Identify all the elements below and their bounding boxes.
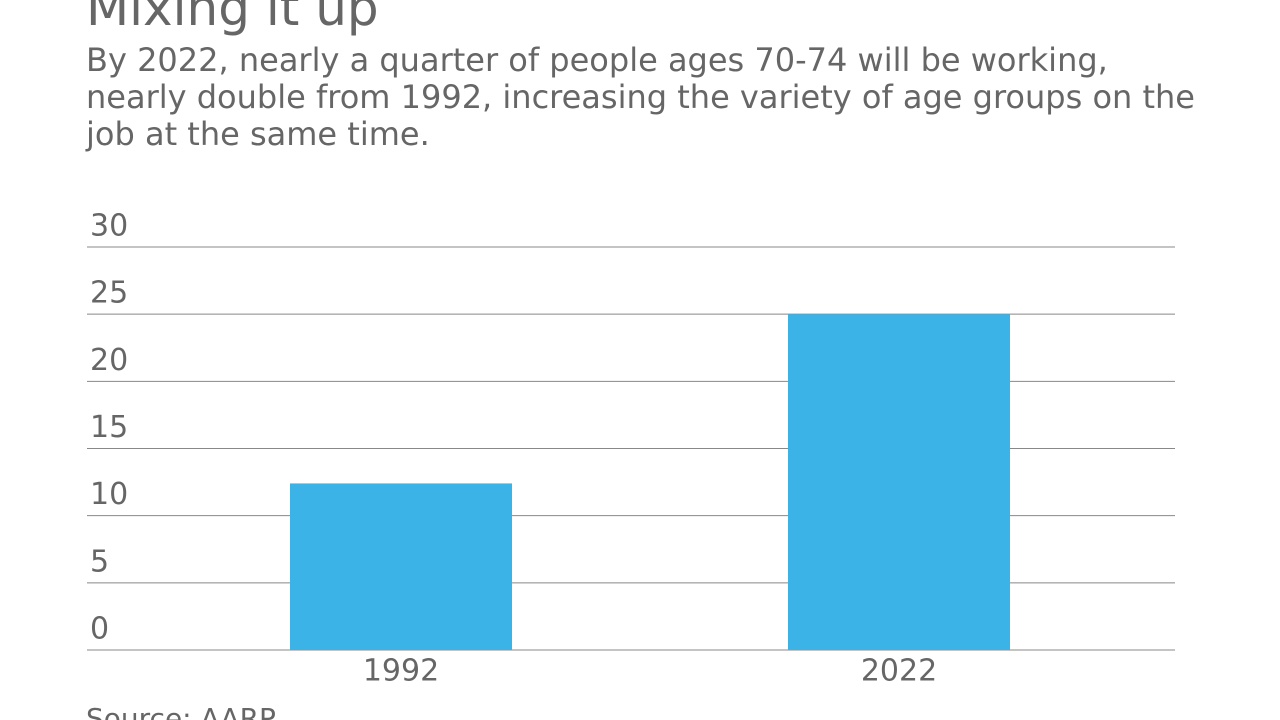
chart-subtitle: By 2022, nearly a quarter of people ages… bbox=[86, 41, 1195, 153]
x-tick-label: 1992 bbox=[363, 654, 439, 689]
source-note: Source: AARP bbox=[86, 702, 276, 720]
y-tick-label: 15 bbox=[90, 410, 128, 445]
y-tick-label: 20 bbox=[90, 343, 128, 378]
y-tick-label: 5 bbox=[90, 544, 109, 579]
chart-title: Mixing it up bbox=[86, 0, 379, 37]
y-tick-label: 0 bbox=[90, 612, 109, 647]
bar bbox=[290, 483, 512, 650]
y-tick-label: 30 bbox=[90, 209, 128, 244]
y-tick-label: 10 bbox=[90, 477, 128, 512]
y-tick-label: 25 bbox=[90, 276, 128, 311]
bar bbox=[788, 314, 1010, 650]
chart: 0 5 10 15 20 25 30 1992 2022 bbox=[87, 209, 1175, 689]
x-tick-label: 2022 bbox=[861, 654, 937, 689]
